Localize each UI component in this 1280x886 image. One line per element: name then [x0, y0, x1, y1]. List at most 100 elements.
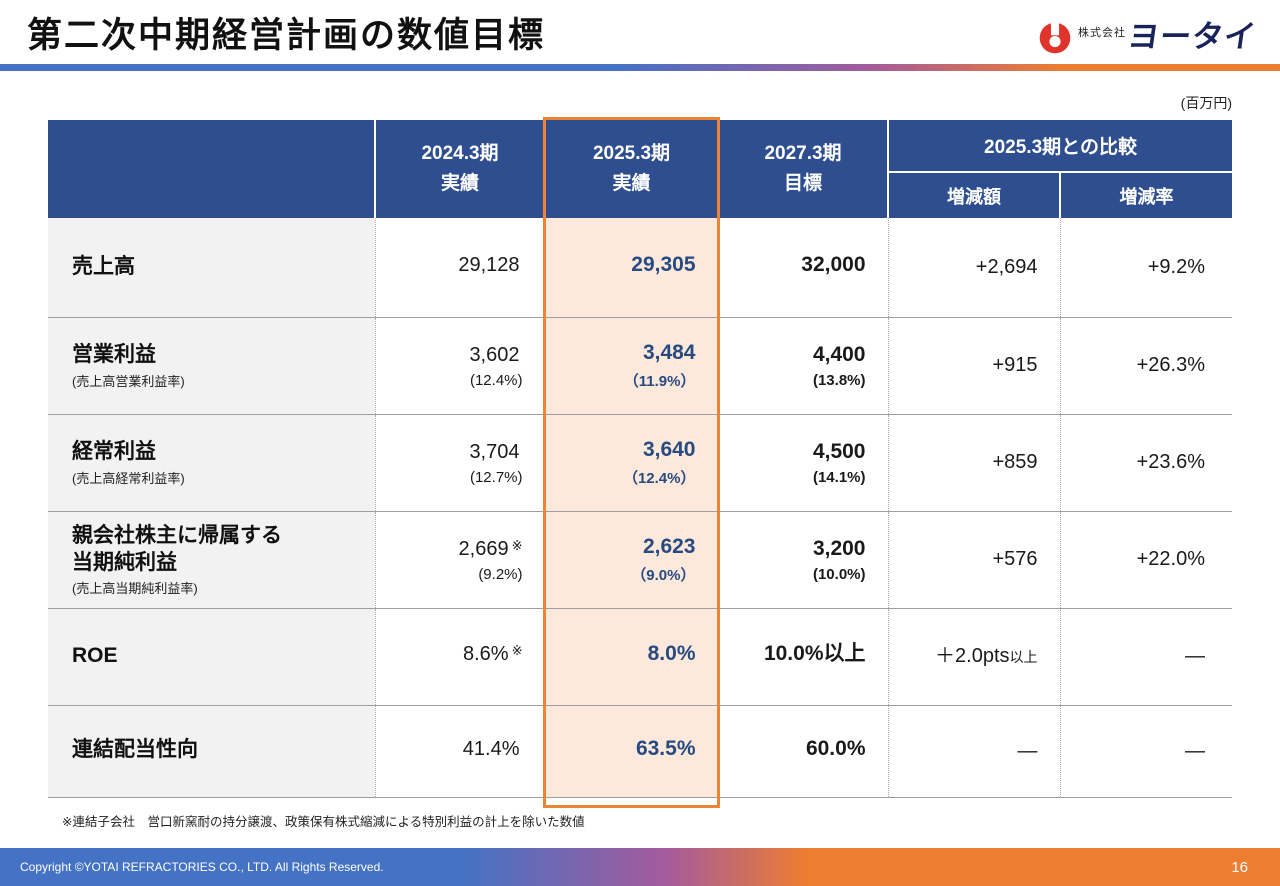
slide-footer: Copyright ©YOTAI REFRACTORIES CO., LTD. … [0, 848, 1280, 886]
subvalue-2024: (12.4%) [469, 371, 523, 389]
cell-diff-amount: +859 [887, 414, 1060, 512]
unit-label: (百万円) [1180, 95, 1232, 111]
cell-2027-target: 4,500 (14.1%) [717, 414, 888, 512]
value-2027: 3,200 [812, 536, 866, 560]
cell-2025-actual: 3,640 （12.4%） [544, 414, 718, 512]
cell-diff-rate: — [1059, 705, 1232, 798]
subvalue-2027: (13.8%) [812, 372, 866, 390]
header-diff-rate: 増減率 [1059, 172, 1232, 218]
table-row: ROE 8.6% ※ 8.0% 10.0%以上 ＋2.0pts以上 — [48, 608, 1232, 706]
company-logo: 株式会社 ヨータイ [1037, 19, 1259, 56]
row-label: 経常利益 [72, 440, 156, 464]
diff-value: +915 [992, 354, 1038, 376]
cell-diff-rate: +22.0% [1059, 511, 1232, 609]
cell-2024-actual: 8.6% ※ [374, 608, 545, 706]
value-2024: 29,128 [458, 253, 520, 276]
value-2027: 4,400 [812, 342, 866, 366]
cell-2025-actual: 29,305 [544, 218, 718, 318]
header-corner-cell [48, 120, 375, 218]
cell-2024-actual: 3,704 (12.7%) [374, 414, 545, 512]
table-row: 連結配当性向 41.4% 63.5% 60.0% — — [48, 705, 1232, 798]
cell-diff-rate: +26.3% [1059, 317, 1232, 415]
header-2024-actual: 2024.3期 実績 [374, 120, 545, 218]
row-label: 売上高 [72, 254, 135, 278]
subvalue-2025: （11.9%） [623, 373, 696, 391]
logo-company-name: ヨータイ [1125, 19, 1259, 54]
row-label-cell: 経常利益 (売上高経常利益率) [48, 414, 375, 512]
table-row: 売上高 29,128 29,305 32,000 +2,694 +9.2% [48, 218, 1232, 318]
value-2024: 2,669 [458, 537, 509, 560]
row-sublabel: (売上高経常利益率) [72, 470, 185, 486]
value-2027: 60.0% [805, 736, 866, 760]
value-2024: 3,602 [469, 343, 520, 366]
footnote-mark: ※ [511, 643, 523, 658]
footnote-mark: ※ [511, 537, 523, 553]
subvalue-2025: （9.0%） [631, 567, 696, 585]
row-label-cell: 連結配当性向 [48, 705, 375, 798]
footnote: ※連結子会社 営口新窯耐の持分譲渡、政策保有株式縮減による特別利益の計上を除いた… [62, 814, 585, 829]
subvalue-2027: (14.1%) [812, 469, 866, 487]
diff-value: — [1017, 739, 1038, 762]
header-comparison: 2025.3期との比較 [887, 120, 1232, 173]
value-2025: 2,623 [642, 534, 696, 558]
yotai-logo-icon [1037, 20, 1073, 56]
cell-diff-amount: — [887, 705, 1060, 798]
value-2025: 3,484 [642, 340, 696, 364]
cell-diff-rate: — [1059, 608, 1232, 706]
logo-company-prefix: 株式会社 [1078, 27, 1126, 39]
cell-diff-rate: +9.2% [1059, 218, 1232, 318]
row-label: 親会社株主に帰属する 当期純利益 [72, 523, 282, 574]
value-2027: 4,500 [812, 439, 866, 463]
page-title: 第二次中期経営計画の数値目標 [27, 16, 546, 55]
rate-value: — [1185, 739, 1205, 762]
targets-table: 2024.3期 実績 2025.3期 実績 2027.3期 目標 2025.3期… [48, 120, 1232, 798]
cell-diff-amount: +915 [887, 317, 1060, 415]
value-2027: 32,000 [801, 253, 866, 277]
value-2024: 3,704 [469, 440, 520, 463]
title-divider [0, 64, 1280, 71]
cell-diff-amount: +2,694 [887, 218, 1060, 318]
diff-value: ＋2.0pts [935, 645, 1010, 667]
value-2027: 10.0%以上 [763, 642, 866, 666]
value-2025: 3,640 [642, 437, 696, 461]
diff-value: +859 [992, 451, 1038, 473]
targets-table-wrap: 2024.3期 実績 2025.3期 実績 2027.3期 目標 2025.3期… [48, 117, 1232, 808]
cell-2027-target: 3,200 (10.0%) [717, 511, 888, 609]
subvalue-2024: (9.2%) [478, 565, 523, 583]
rate-value: — [1185, 645, 1205, 667]
cell-diff-amount: +576 [887, 511, 1060, 609]
row-label-cell: ROE [48, 608, 375, 706]
subvalue-2025: （12.4%） [622, 470, 696, 488]
header-diff-amount: 増減額 [887, 172, 1060, 218]
cell-diff-rate: +23.6% [1059, 414, 1232, 512]
subvalue-2024: (12.7%) [469, 468, 523, 486]
cell-2025-actual: 2,623 （9.0%） [544, 511, 718, 609]
cell-2027-target: 4,400 (13.8%) [717, 317, 888, 415]
table-body: 売上高 29,128 29,305 32,000 +2,694 +9.2% 営業… [48, 218, 1232, 798]
rate-value: +22.0% [1136, 548, 1205, 570]
value-2025: 29,305 [631, 253, 696, 277]
header-2025-actual: 2025.3期 実績 [544, 120, 718, 218]
row-sublabel: (売上高営業利益率) [72, 373, 185, 389]
page-number: 16 [1231, 858, 1248, 876]
copyright-text: Copyright ©YOTAI REFRACTORIES CO., LTD. … [20, 860, 384, 874]
table-row: 親会社株主に帰属する 当期純利益 (売上高当期純利益率) 2,669 ※ (9.2… [48, 511, 1232, 609]
row-label: ROE [72, 643, 118, 667]
cell-diff-amount: ＋2.0pts以上 [887, 608, 1060, 706]
value-2025: 8.0% [647, 642, 696, 666]
row-label: 営業利益 [72, 343, 156, 367]
cell-2024-actual: 41.4% [374, 705, 545, 798]
rate-value: +26.3% [1136, 354, 1205, 376]
cell-2027-target: 10.0%以上 [717, 608, 888, 706]
row-label-cell: 売上高 [48, 218, 375, 318]
value-2025: 63.5% [635, 736, 696, 760]
cell-2025-actual: 8.0% [544, 608, 718, 706]
cell-2025-actual: 63.5% [544, 705, 718, 798]
row-label-cell: 親会社株主に帰属する 当期純利益 (売上高当期純利益率) [48, 511, 375, 609]
diff-value: +2,694 [975, 255, 1038, 278]
row-sublabel: (売上高当期純利益率) [72, 581, 198, 597]
slide-header: 第二次中期経営計画の数値目標 株式会社 ヨータイ [0, 0, 1280, 64]
cell-2027-target: 60.0% [717, 705, 888, 798]
value-2024: 41.4% [462, 737, 520, 760]
